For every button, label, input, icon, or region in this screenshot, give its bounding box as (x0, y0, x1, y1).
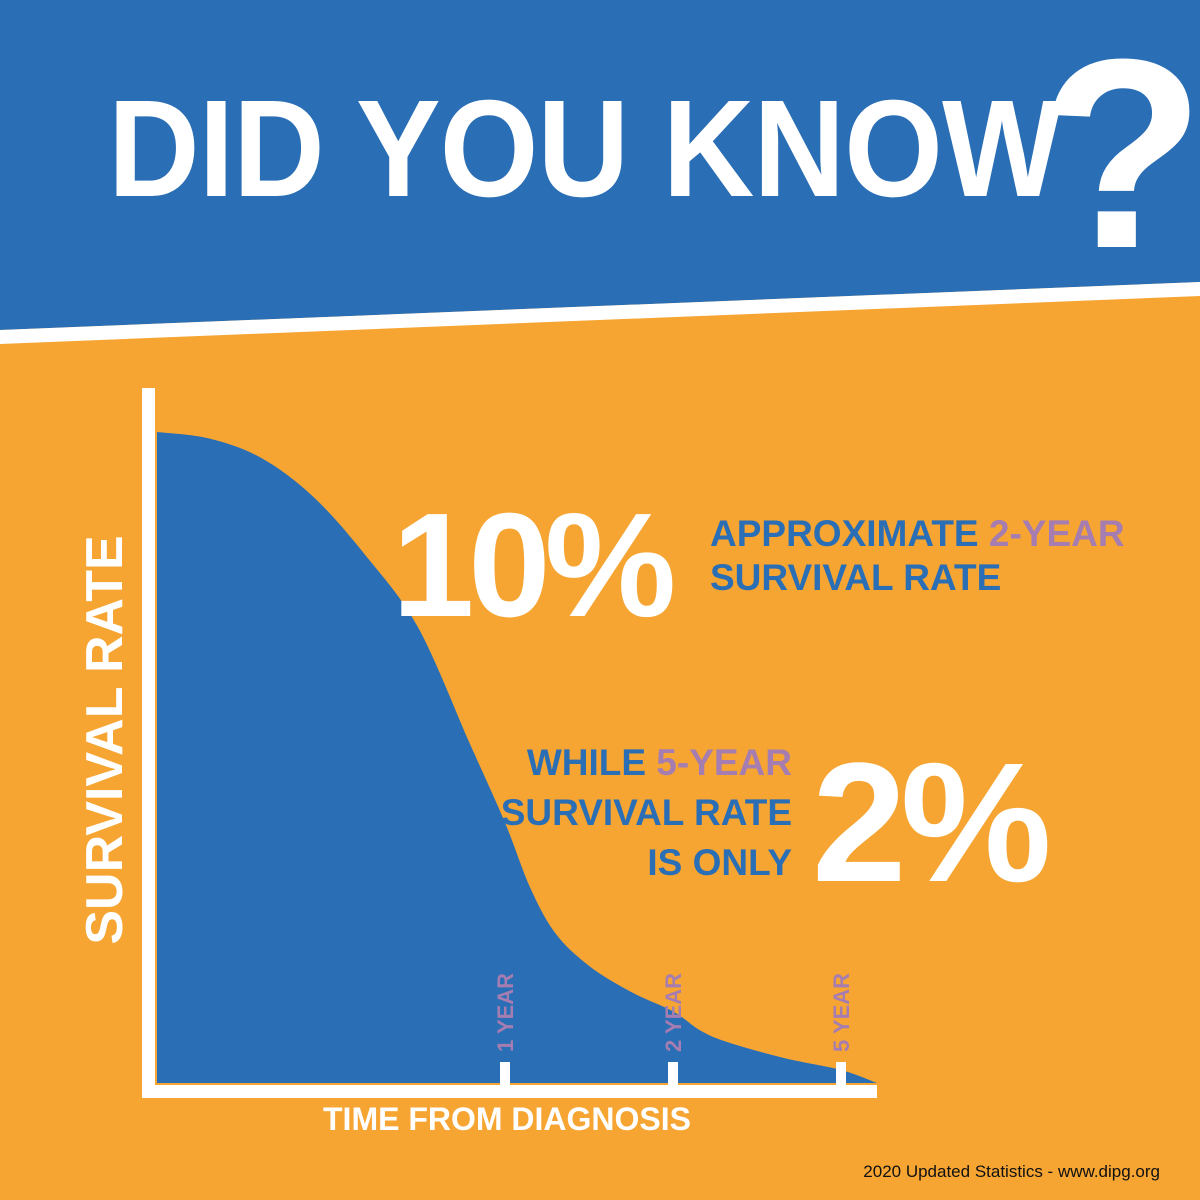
two-year-label-line2: SURVIVAL RATE (710, 557, 1002, 598)
five-year-label-highlight: 5-YEAR (656, 742, 792, 783)
y-axis-line (142, 388, 155, 1098)
x-tick-label: 2 YEAR (661, 973, 686, 1052)
two-year-label-highlight: 2-YEAR (988, 513, 1125, 554)
x-axis-label: TIME FROM DIAGNOSIS (323, 1101, 691, 1137)
page-title: DID YOU KNOW (108, 72, 1062, 226)
question-mark-icon: ? (1040, 4, 1200, 305)
x-tick-2 (668, 1062, 678, 1090)
source-note: 2020 Updated Statistics - www.dipg.org (863, 1162, 1160, 1181)
x-tick-5 (836, 1062, 846, 1090)
x-tick-1 (500, 1062, 510, 1090)
two-year-rate-label: APPROXIMATE 2-YEAR SURVIVAL RATE (710, 512, 1125, 600)
five-year-rate-label: WHILE 5-YEAR SURVIVAL RATE IS ONLY (501, 738, 792, 888)
five-year-rate-value: 2% (812, 728, 1052, 918)
survival-curve-area (157, 432, 877, 1083)
five-year-label-line2: SURVIVAL RATE (500, 792, 792, 833)
x-tick-label: 5 YEAR (829, 973, 854, 1052)
x-axis-line (142, 1085, 877, 1098)
two-year-rate-value: 10% (392, 483, 676, 648)
two-year-label-prefix: APPROXIMATE (710, 513, 989, 554)
five-year-label-line3: IS ONLY (647, 842, 792, 883)
y-axis-label: SURVIVAL RATE (76, 535, 134, 944)
banner-divider-line (0, 282, 1200, 344)
five-year-label-prefix: WHILE (526, 742, 657, 783)
x-tick-label: 1 YEAR (493, 973, 518, 1052)
header-banner (0, 0, 1200, 330)
